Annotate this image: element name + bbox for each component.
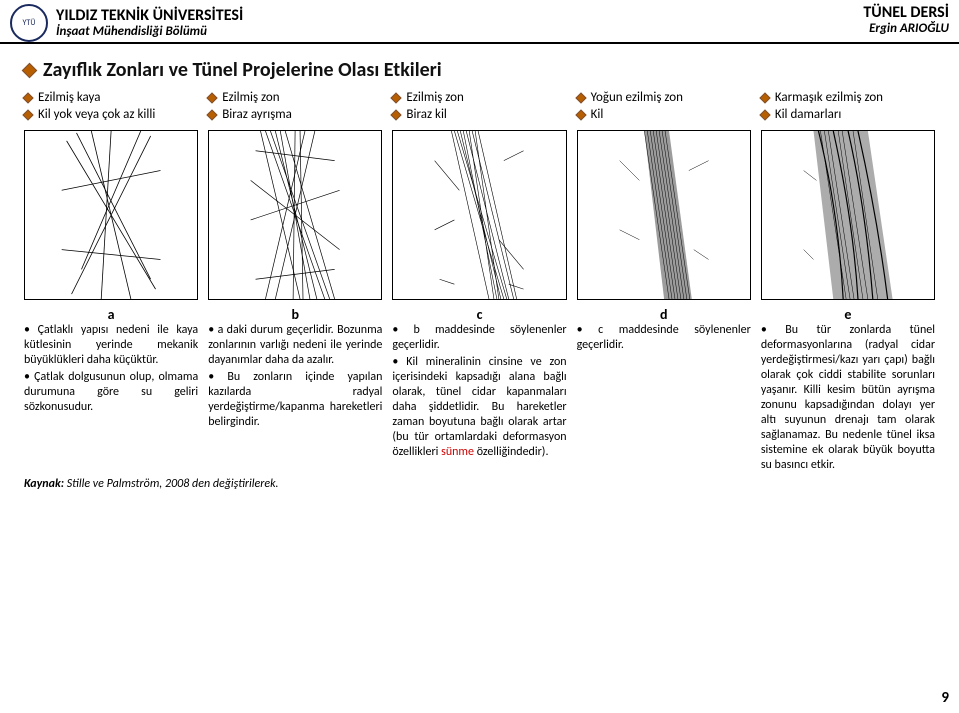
zone-line: Yoğun ezilmiş zon <box>591 90 683 105</box>
zone-line: Kil damarları <box>775 107 842 122</box>
desc-e: Bu tür zonlarda tünel deformasyonlarına … <box>761 323 935 475</box>
diagram-b <box>208 130 382 300</box>
page-title: Zayıflık Zonları ve Tünel Projelerine Ol… <box>24 58 935 82</box>
labels-row: a b c d e <box>0 304 959 323</box>
university-text: YILDIZ TEKNİK ÜNİVERSİTESİ İnşaat Mühend… <box>56 7 243 39</box>
diagram-c <box>392 130 566 300</box>
source-citation: Kaynak: Stille ve Palmström, 2008 den de… <box>0 475 959 491</box>
university-logo-icon: YTÜ <box>10 4 48 42</box>
zone-line: Kil <box>591 107 604 122</box>
label-b: b <box>208 306 382 323</box>
diamond-bullet-icon <box>207 109 218 120</box>
zone-line: Ezilmiş zon <box>406 90 463 105</box>
diamond-bullet-icon <box>391 92 402 103</box>
desc-b: a daki durum geçerlidir. Bozunma zonları… <box>208 323 382 475</box>
university-name: YILDIZ TEKNİK ÜNİVERSİTESİ <box>56 7 243 25</box>
desc-tail: özelliğindedir). <box>477 445 549 459</box>
diagram-d <box>577 130 751 300</box>
zone-line: Karmaşık ezilmiş zon <box>775 90 883 105</box>
diamond-bullet-icon <box>759 92 770 103</box>
diamond-bullet-icon <box>759 109 770 120</box>
diagrams-row <box>0 124 959 304</box>
header-right: TÜNEL DERSİ Ergin ARIOĞLU <box>863 4 949 42</box>
source-label: Kaynak: <box>24 477 64 491</box>
diamond-bullet-icon <box>391 109 402 120</box>
zone-col-b: Ezilmiş zon Biraz ayrışma <box>208 90 382 124</box>
label-d: d <box>577 306 751 323</box>
zone-line: Ezilmiş zon <box>222 90 279 105</box>
label-c: c <box>392 306 566 323</box>
label-a: a <box>24 306 198 323</box>
desc-line: Kil mineralinin cinsine ve zon içerisind… <box>392 355 566 460</box>
diamond-bullet-icon <box>575 92 586 103</box>
descriptions-row: Çatlaklı yapısı nedeni ile kaya kütlesin… <box>0 323 959 475</box>
zone-col-a: Ezilmiş kaya Kil yok veya çok az killi <box>24 90 198 124</box>
desc-red: sünme <box>441 445 474 459</box>
zone-types-row: Ezilmiş kaya Kil yok veya çok az killi E… <box>0 90 959 124</box>
zone-line: Kil yok veya çok az killi <box>38 107 155 122</box>
title-row: Zayıflık Zonları ve Tünel Projelerine Ol… <box>0 44 959 90</box>
label-e: e <box>761 306 935 323</box>
desc-line: Çatlaklı yapısı nedeni ile kaya kütlesin… <box>24 323 198 368</box>
desc-d: c maddesinde söylenenler geçerlidir. <box>577 323 751 475</box>
diamond-bullet-icon <box>22 109 33 120</box>
page-number: 9 <box>941 689 949 707</box>
zone-col-d: Yoğun ezilmiş zon Kil <box>577 90 751 124</box>
department-name: İnşaat Mühendisliği Bölümü <box>56 25 243 39</box>
zone-line: Biraz kil <box>406 107 447 122</box>
desc-line: b maddesinde söylenenler geçerlidir. <box>392 323 566 353</box>
header-left: YTÜ YILDIZ TEKNİK ÜNİVERSİTESİ İnşaat Mü… <box>10 4 243 42</box>
zone-col-e: Karmaşık ezilmiş zon Kil damarları <box>761 90 935 124</box>
diamond-bullet-icon <box>207 92 218 103</box>
zone-line: Ezilmiş kaya <box>38 90 100 105</box>
zone-col-c: Ezilmiş zon Biraz kil <box>392 90 566 124</box>
diagram-a <box>24 130 198 300</box>
course-name: TÜNEL DERSİ <box>863 4 949 22</box>
diamond-bullet-icon <box>22 92 33 103</box>
diamond-bullet-icon <box>575 109 586 120</box>
desc-a: Çatlaklı yapısı nedeni ile kaya kütlesin… <box>24 323 198 475</box>
page-header: YTÜ YILDIZ TEKNİK ÜNİVERSİTESİ İnşaat Mü… <box>0 0 959 44</box>
desc-text: Kil mineralinin cinsine ve zon içerisind… <box>392 355 566 459</box>
diamond-bullet-icon <box>22 62 38 78</box>
zone-line: Biraz ayrışma <box>222 107 292 122</box>
source-text: Stille ve Palmström, 2008 den değiştiril… <box>67 477 279 491</box>
diagram-e <box>761 130 935 300</box>
desc-line: c maddesinde söylenenler geçerlidir. <box>577 323 751 353</box>
desc-line: Bu tür zonlarda tünel deformasyonlarına … <box>761 323 935 473</box>
desc-c: b maddesinde söylenenler geçerlidir. Kil… <box>392 323 566 475</box>
title-text: Zayıflık Zonları ve Tünel Projelerine Ol… <box>43 58 442 82</box>
desc-line: a daki durum geçerlidir. Bozunma zonları… <box>208 323 382 368</box>
desc-line: Çatlak dolgusunun olup, olmama durumuna … <box>24 370 198 415</box>
author-name: Ergin ARIOĞLU <box>863 22 949 36</box>
desc-line: Bu zonların içinde yapılan kazılarda rad… <box>208 370 382 430</box>
